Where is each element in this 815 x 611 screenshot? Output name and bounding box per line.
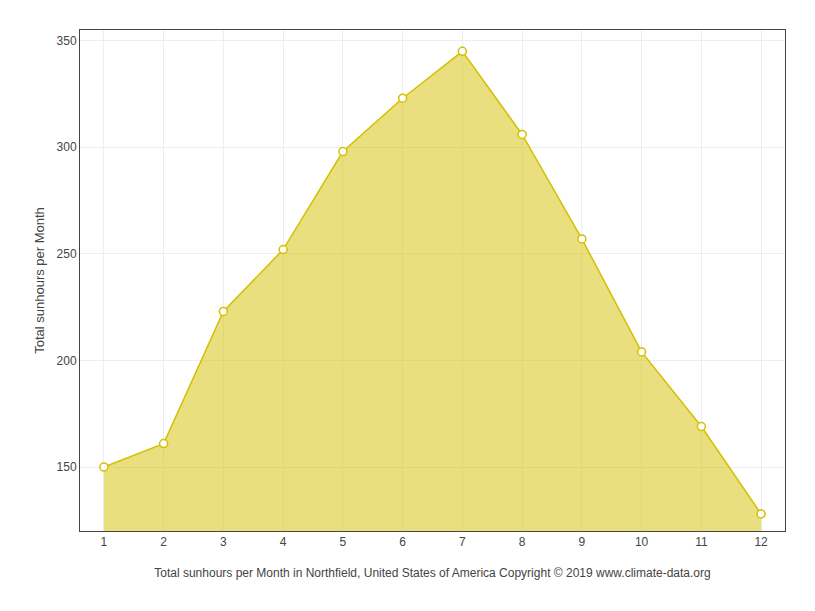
svg-text:2: 2 [160,535,167,549]
svg-text:8: 8 [519,535,526,549]
svg-text:Total sunhours per Month: Total sunhours per Month [32,207,47,354]
svg-text:7: 7 [459,535,466,549]
svg-text:5: 5 [340,535,347,549]
svg-text:Total sunhours per Month in No: Total sunhours per Month in Northfield, … [154,566,710,580]
svg-text:11: 11 [695,535,708,549]
svg-text:9: 9 [579,535,586,549]
svg-text:350: 350 [57,34,77,48]
svg-text:6: 6 [399,535,406,549]
svg-text:10: 10 [635,535,649,549]
svg-text:250: 250 [57,247,77,261]
svg-text:1: 1 [101,535,108,549]
svg-text:12: 12 [754,535,768,549]
svg-text:4: 4 [280,535,287,549]
svg-text:3: 3 [220,535,227,549]
svg-text:300: 300 [57,140,77,154]
svg-text:150: 150 [57,460,77,474]
svg-text:200: 200 [57,354,77,368]
